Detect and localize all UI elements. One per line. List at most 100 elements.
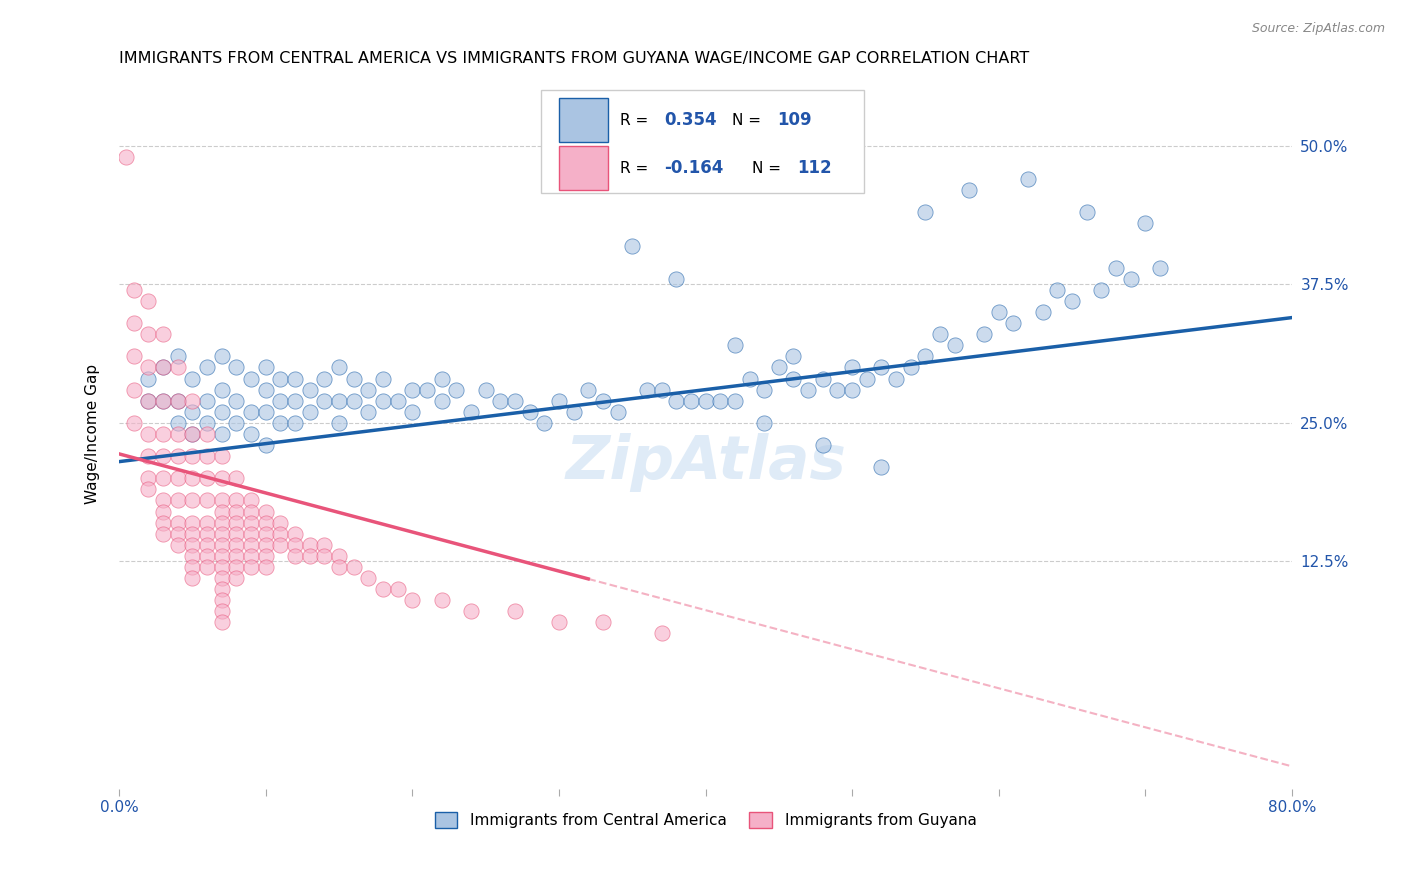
Point [211,516,233,530]
Point [284,549,307,563]
Point [357,571,380,585]
Legend: Immigrants from Central America, Immigrants from Guyana: Immigrants from Central America, Immigra… [429,805,983,834]
Point [152,526,174,541]
Point [343,560,366,574]
Point [211,549,233,563]
Point [665,393,688,408]
Point [195,416,218,430]
Point [225,471,247,485]
Point [254,438,277,452]
Text: ZipAtlas: ZipAtlas [565,433,846,491]
Point [181,549,204,563]
Point [152,516,174,530]
Point [973,327,995,342]
Point [343,371,366,385]
Point [254,526,277,541]
Text: R =: R = [620,161,652,176]
Point [166,471,188,485]
Point [240,549,263,563]
Point [181,571,204,585]
Point [371,371,394,385]
Text: 109: 109 [778,112,811,129]
Point [1032,305,1054,319]
Point [768,360,790,375]
Point [695,393,717,408]
Point [181,471,204,485]
Point [225,516,247,530]
Point [269,538,291,552]
Point [152,360,174,375]
Point [884,371,907,385]
Point [122,283,145,297]
Point [138,471,160,485]
Point [211,383,233,397]
Point [166,360,188,375]
Point [987,305,1010,319]
Point [870,460,893,475]
Point [166,393,188,408]
Point [254,383,277,397]
Point [240,493,263,508]
Point [181,526,204,541]
Text: -0.164: -0.164 [665,159,724,178]
Point [225,549,247,563]
Point [269,393,291,408]
Point [284,416,307,430]
Point [1090,283,1112,297]
Point [211,593,233,607]
Point [357,405,380,419]
Point [416,383,439,397]
Point [211,582,233,596]
Point [782,350,804,364]
Point [446,383,468,397]
Point [592,393,614,408]
Point [387,393,409,408]
Point [269,371,291,385]
Point [181,405,204,419]
Point [943,338,966,352]
Point [387,582,409,596]
Point [166,426,188,441]
Point [138,360,160,375]
Point [225,360,247,375]
Point [211,538,233,552]
Point [195,516,218,530]
Point [152,393,174,408]
Point [166,449,188,463]
Point [195,493,218,508]
Point [298,538,321,552]
Point [166,393,188,408]
Point [1060,293,1083,308]
Point [138,327,160,342]
Point [152,426,174,441]
Point [181,449,204,463]
Point [240,504,263,518]
Point [430,393,453,408]
Point [328,560,350,574]
Point [225,416,247,430]
Point [460,604,482,618]
Point [138,449,160,463]
Point [900,360,922,375]
Point [166,516,188,530]
Point [225,493,247,508]
Point [138,371,160,385]
Point [401,405,423,419]
Point [797,383,820,397]
Point [460,405,482,419]
Point [122,350,145,364]
Point [592,615,614,630]
Point [240,560,263,574]
Point [240,426,263,441]
Point [225,538,247,552]
Text: IMMIGRANTS FROM CENTRAL AMERICA VS IMMIGRANTS FROM GUYANA WAGE/INCOME GAP CORREL: IMMIGRANTS FROM CENTRAL AMERICA VS IMMIG… [120,51,1029,66]
Point [240,516,263,530]
Point [181,371,204,385]
Point [1149,260,1171,275]
Point [314,538,336,552]
Point [254,360,277,375]
Point [269,416,291,430]
Point [152,360,174,375]
Point [314,393,336,408]
Point [138,426,160,441]
